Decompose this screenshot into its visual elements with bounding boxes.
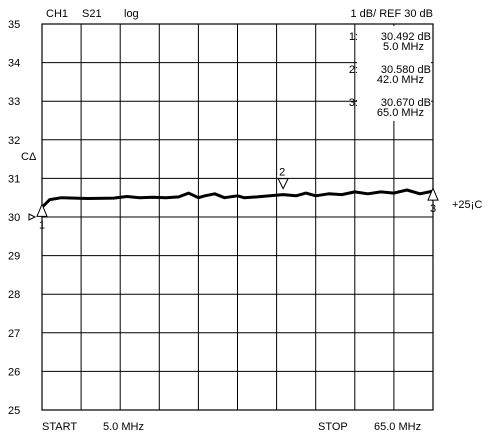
y-tick-label: 30 <box>8 212 20 224</box>
marker-1-readout-freq: 5.0 MHz <box>383 41 424 53</box>
y-tick-label: 26 <box>8 366 20 378</box>
marker-2-readout-value: 30.580 dB <box>381 64 431 76</box>
marker-1-index: 1 <box>39 219 45 231</box>
header-param: S21 <box>82 8 102 20</box>
footer-start-label: START <box>42 421 77 433</box>
y-tick-label: 34 <box>8 58 20 70</box>
marker-3-readout-value: 30.670 dB <box>381 97 431 109</box>
footer-start-value: 5.0 MHz <box>103 421 144 433</box>
y-tick-label: 32 <box>8 135 20 147</box>
y-tick-label: 25 <box>8 405 20 417</box>
left-marker-label: CΔ <box>21 151 37 163</box>
header-format: log <box>124 8 139 20</box>
footer-stop-label: STOP <box>318 421 348 433</box>
header-scale-ref: 1 dB/ REF 30 dB <box>350 8 433 20</box>
marker-2-readout-label: 2: <box>349 64 358 76</box>
reference-arrow-icon <box>28 213 37 221</box>
y-tick-label: 33 <box>8 96 20 108</box>
marker-3-readout-freq: 65.0 MHz <box>377 107 424 119</box>
readout-background <box>357 26 431 121</box>
trace-markers: 1 2 3 <box>28 167 439 231</box>
marker-2-triangle <box>277 178 289 190</box>
marker-1-readout-value: 30.492 dB <box>381 31 431 43</box>
temperature-label: +25¡C <box>452 199 482 211</box>
y-tick-label: 27 <box>8 328 20 340</box>
marker-3-triangle <box>427 186 439 201</box>
marker-2-index: 2 <box>279 167 285 179</box>
marker-1-readout-label: 1: <box>349 31 358 43</box>
y-tick-label: 28 <box>8 289 20 301</box>
marker-3-readout-label: 3: <box>349 97 358 109</box>
y-tick-label: 35 <box>8 19 20 31</box>
y-tick-labels: 25 26 27 28 29 30 31 32 33 34 35 <box>8 19 20 417</box>
plot-grid <box>41 23 434 411</box>
footer-stop-value: 65.0 MHz <box>374 421 421 433</box>
trace-line <box>40 188 434 209</box>
marker-2-readout-freq: 42.0 MHz <box>377 74 424 86</box>
header-channel: CH1 <box>46 8 68 20</box>
y-tick-label: 31 <box>8 173 20 185</box>
marker-1-triangle <box>36 203 48 217</box>
marker-3-index: 3 <box>430 203 436 215</box>
y-tick-label: 29 <box>8 251 20 263</box>
